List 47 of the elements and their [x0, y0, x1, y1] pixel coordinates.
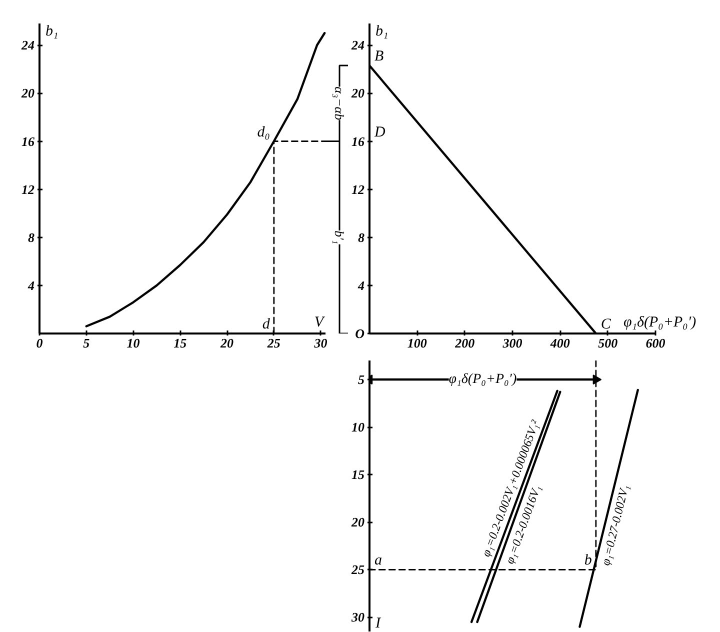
- y-tick-label: 12: [22, 182, 35, 197]
- annotation: a: [374, 552, 382, 569]
- text: α₃−αb: [332, 86, 347, 121]
- x-tick-label: 500: [598, 336, 618, 350]
- y-tick-label: 8: [358, 230, 365, 245]
- y-tick-label: O: [355, 326, 366, 341]
- x-axis-title: φ₁δ(P₀+P₀′): [624, 314, 696, 330]
- y-tick-label: 8: [28, 230, 35, 245]
- y-tick-label: 4: [27, 278, 35, 293]
- x-tick-label: 400: [549, 336, 570, 350]
- x-tick-label: 200: [454, 336, 476, 350]
- y-tick-label: 20: [20, 86, 35, 101]
- annotation: d: [262, 316, 270, 332]
- annotation: D: [374, 124, 386, 140]
- annotation: b: [584, 552, 592, 569]
- y-tick-label: 20: [350, 514, 365, 530]
- y-tick-label: 10: [352, 420, 365, 435]
- y-axis-title: I: [374, 616, 382, 632]
- x-tick-label: 20: [220, 336, 234, 350]
- y-tick-label: 5: [358, 372, 365, 388]
- y-tick-label: 15: [352, 467, 365, 482]
- y-tick-label: 20: [350, 86, 365, 101]
- x-tick-label: 100: [407, 336, 428, 350]
- y-axis-title: b₁: [46, 24, 58, 40]
- x-tick-label: 0: [36, 336, 44, 350]
- y-tick-label: 16: [22, 134, 35, 149]
- y-axis-title: b₁: [376, 24, 388, 40]
- x-tick-label: 30: [313, 336, 328, 350]
- x-tick-label: 600: [646, 336, 666, 350]
- x-axis-title: V: [314, 314, 326, 330]
- annotation: d₀: [257, 124, 270, 140]
- annotation: B: [374, 48, 384, 65]
- y-tick-label: 24: [20, 38, 35, 53]
- x-tick-label: 25: [266, 336, 281, 350]
- x-tick-label: 15: [174, 336, 188, 350]
- y-tick-label: 25: [350, 562, 365, 578]
- x-tick-label: 5: [83, 336, 90, 350]
- y-tick-label: 30: [350, 610, 365, 625]
- y-tick-label: 4: [357, 278, 365, 293]
- annotation: C: [600, 316, 612, 332]
- x-tick-label: 300: [502, 336, 523, 350]
- y-tick-label: 24: [350, 38, 365, 53]
- text: b′₁: [332, 230, 347, 244]
- y-tick-label: 12: [352, 182, 365, 197]
- x-tick-label: 10: [126, 336, 140, 350]
- y-tick-label: 16: [352, 134, 365, 149]
- annotation: φ₁δ(P₀+P₀′): [448, 372, 517, 388]
